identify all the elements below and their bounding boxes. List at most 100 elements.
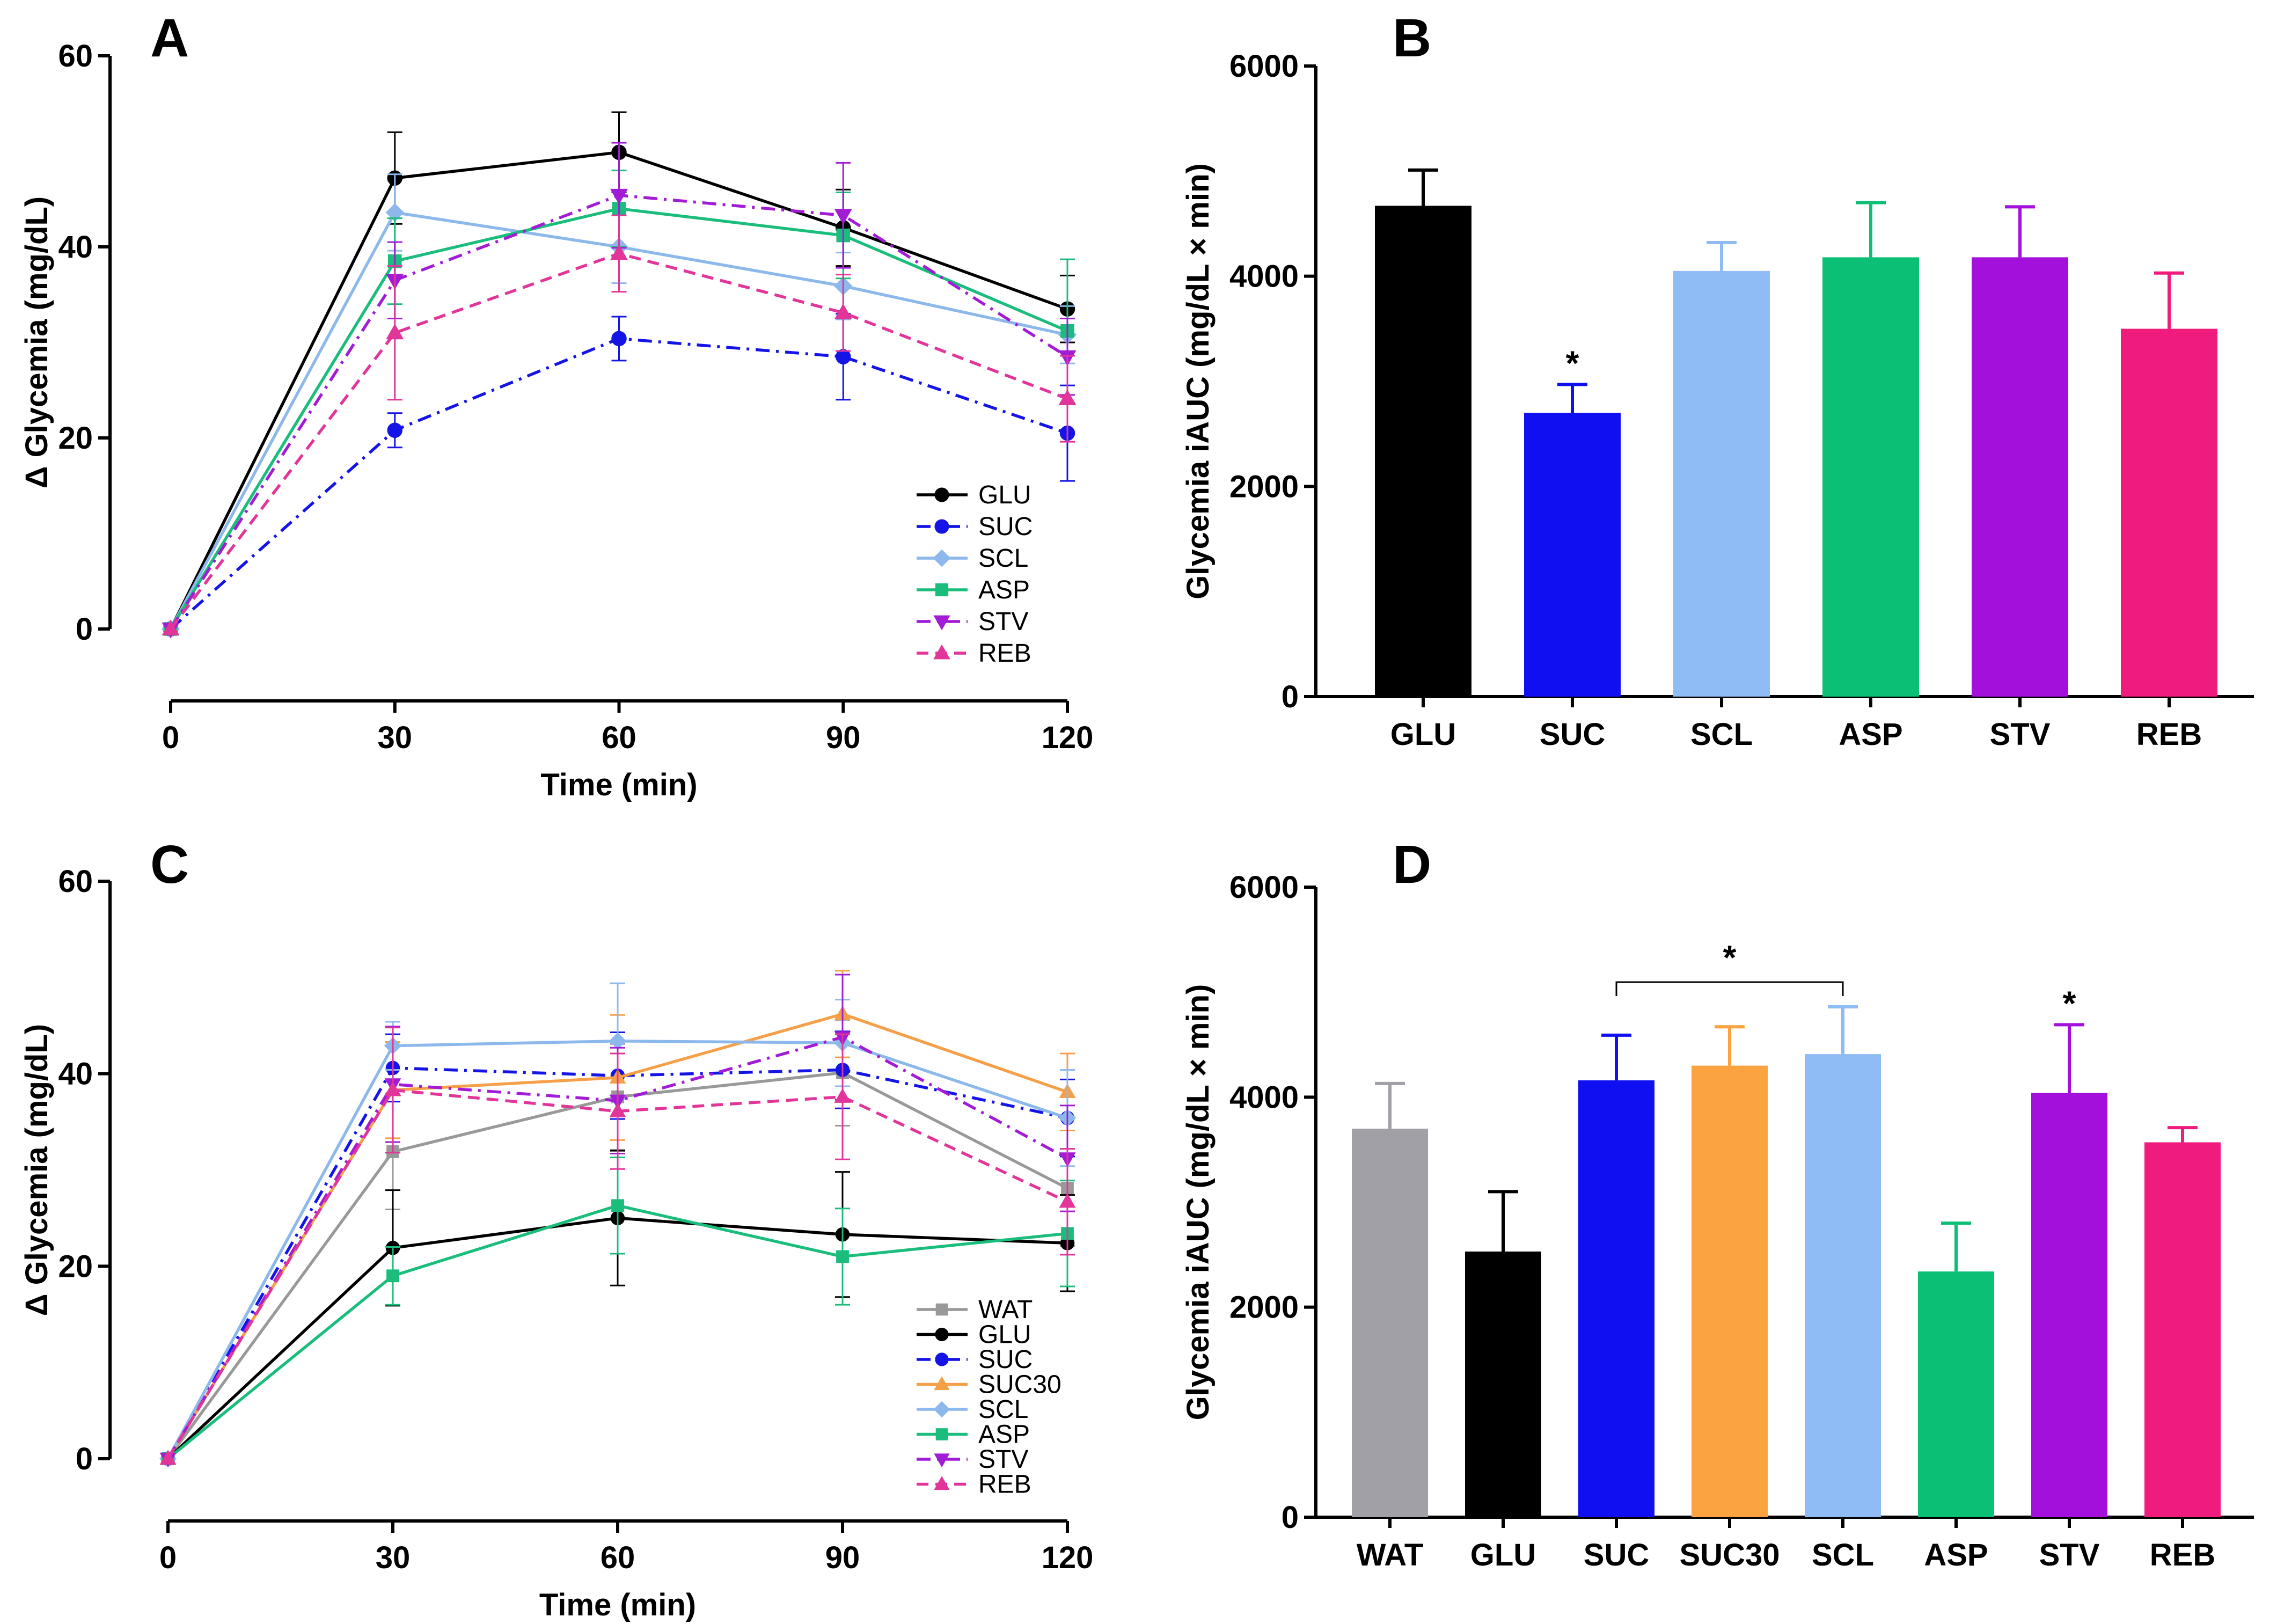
category-label-reb: REB: [2150, 1538, 2215, 1572]
y-tick-label: 4000: [1229, 259, 1299, 294]
bar-suc: [1524, 413, 1621, 697]
data-point-scl: [385, 203, 404, 222]
x-tick-label: 60: [601, 1540, 635, 1575]
data-point-suc: [836, 349, 851, 364]
legend-label-reb: REB: [978, 1471, 1031, 1499]
bar-scl: [1673, 270, 1770, 697]
legend-label-glu: GLU: [978, 481, 1031, 509]
bar-reb: [2121, 328, 2217, 697]
data-point-asp: [386, 1269, 399, 1283]
y-tick-label: 20: [58, 421, 93, 456]
panel-letter-b: B: [1393, 8, 1431, 68]
data-point-reb: [1058, 389, 1077, 406]
chart-c-line-plot: 0 20 40 60 0 30 60 90 120 Time (min) Δ Glycemia (m…: [19, 864, 1093, 1622]
data-point-reb: [159, 1450, 177, 1465]
legend-label-reb: REB: [978, 639, 1031, 668]
legend-marker-stv: [934, 1453, 950, 1468]
y-tick-label: 0: [1282, 1500, 1299, 1535]
legend-marker-wat: [935, 1303, 948, 1316]
bar-scl: [1805, 1054, 1881, 1517]
data-point-stv: [834, 209, 852, 225]
bar-suc30: [1692, 1065, 1768, 1517]
data-point-reb: [834, 303, 852, 319]
legend-marker-glu: [935, 1327, 949, 1342]
data-point-reb: [1059, 1193, 1076, 1208]
bar-glu: [1465, 1251, 1541, 1517]
y-axis-title: Glycemia iAUC (mg/dL × min): [1181, 984, 1216, 1421]
data-point-scl: [609, 1032, 627, 1050]
category-label-wat: WAT: [1357, 1538, 1424, 1572]
x-tick-label: 60: [602, 720, 636, 755]
significance-bracket-star: *: [1723, 938, 1737, 977]
bar-wat: [1352, 1129, 1428, 1517]
bar-stv: [1972, 257, 2068, 697]
category-label-suc: SUC: [1584, 1538, 1649, 1572]
bar-reb: [2144, 1142, 2221, 1517]
data-point-reb: [162, 619, 180, 635]
x-tick-label: 30: [377, 720, 412, 755]
y-tick-label: 20: [58, 1249, 93, 1284]
bar-stv: [2031, 1093, 2107, 1517]
legend-marker-scl: [933, 549, 951, 567]
y-axis-title: Glycemia iAUC (mg/dL × min): [1181, 163, 1216, 599]
x-tick-label: 90: [825, 1540, 860, 1575]
category-label-scl: SCL: [1690, 717, 1753, 752]
x-tick-label: 120: [1042, 720, 1094, 755]
category-label-glu: GLU: [1470, 1538, 1536, 1572]
legend-label-stv: STV: [978, 1445, 1028, 1474]
legend-marker-asp: [935, 583, 949, 597]
legend-marker-glu: [934, 487, 949, 502]
legend-marker-reb: [934, 1476, 950, 1490]
legend-label-glu: GLU: [978, 1321, 1031, 1349]
category-label-suc30: SUC30: [1680, 1538, 1780, 1572]
y-tick-label: 0: [76, 1442, 93, 1476]
panel-letter-a: A: [150, 8, 189, 68]
data-point-reb: [609, 1102, 626, 1117]
panel-letter-c: C: [150, 835, 189, 895]
category-label-glu: GLU: [1390, 717, 1456, 752]
series-line-suc: [166, 1066, 1068, 1460]
chart-d-bar-plot: 0 2000 4000 6000 Glycemia iAUC (mg/dL × min)…: [1181, 870, 2254, 1572]
y-axis-title: Δ Glycemia (mg/dL): [19, 196, 54, 488]
legend-label-scl: SCL: [978, 1395, 1028, 1424]
category-label-stv: STV: [2039, 1538, 2100, 1572]
panel-letter-d: D: [1393, 835, 1431, 895]
category-label-asp: ASP: [1924, 1538, 1988, 1572]
legend-marker-suc30: [934, 1376, 950, 1391]
bar-asp: [1822, 257, 1919, 697]
y-tick-label: 60: [58, 864, 93, 899]
legend-marker-reb: [933, 644, 950, 660]
data-point-asp: [836, 1250, 849, 1263]
bar-asp: [1918, 1271, 1994, 1517]
legend-marker-suc: [935, 1352, 949, 1366]
category-label-asp: ASP: [1839, 717, 1902, 752]
legend-label-suc: SUC: [978, 513, 1033, 541]
y-tick-label: 0: [1282, 679, 1299, 714]
legend-label-scl: SCL: [978, 544, 1028, 573]
category-label-suc: SUC: [1540, 717, 1605, 752]
legend-marker-stv: [933, 615, 950, 631]
legend-marker-scl: [933, 1401, 950, 1418]
chart-a-line-plot: 0 20 40 60 0 30 60 90 120 Time (min) Δ Glycemia (m…: [19, 39, 1093, 802]
legend-marker-suc: [934, 519, 949, 534]
y-tick-label: 4000: [1229, 1080, 1299, 1115]
series-reb: [162, 214, 1077, 635]
data-point-suc: [387, 422, 402, 438]
y-tick-label: 2000: [1229, 469, 1299, 504]
data-point-reb: [834, 1088, 851, 1103]
category-label-reb: REB: [2136, 717, 2202, 752]
y-tick-label: 60: [58, 39, 93, 74]
legend-label-suc: SUC: [978, 1345, 1033, 1374]
data-point-stv: [610, 188, 628, 205]
legend-marker-asp: [935, 1428, 948, 1440]
legend-label-suc30: SUC30: [978, 1371, 1061, 1399]
data-point-reb: [384, 1081, 401, 1096]
y-tick-label: 40: [58, 230, 93, 265]
chart-b-bar-plot: 0 2000 4000 6000 Glycemia iAUC (mg/dL × min)…: [1181, 49, 2254, 752]
category-label-stv: STV: [1990, 717, 2051, 752]
significance-star-suc: *: [1566, 343, 1579, 382]
y-tick-label: 2000: [1229, 1290, 1299, 1325]
series-line-reb: [169, 252, 1068, 630]
